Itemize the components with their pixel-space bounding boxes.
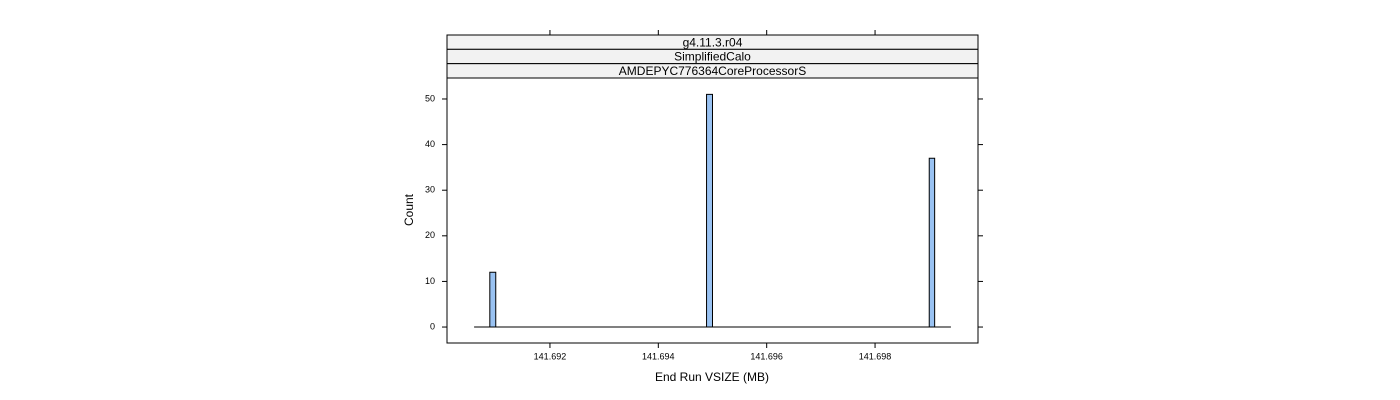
y-tick-label: 0 [430,321,435,331]
strip-label: AMDEPYC776364CoreProcessorS [619,64,806,78]
strip [446,63,979,79]
x-tick-label: 141.694 [642,351,675,361]
bar [706,93,713,328]
x-tick-label: 141.698 [859,351,892,361]
bar [928,157,936,328]
x-tick-label: 141.692 [534,351,567,361]
y-tick-label: 10 [425,276,435,286]
y-tick-label: 50 [425,93,435,103]
x-tick-label: 141.696 [750,351,783,361]
x-axis-label: End Run VSIZE (MB) [655,370,769,384]
y-tick-label: 20 [425,230,435,240]
strip-label: SimplifiedCalo [674,50,751,64]
bar [489,271,497,328]
y-tick-label: 30 [425,185,435,195]
y-axis-label: Count [402,193,416,226]
strip-label: g4.11.3.r04 [683,35,743,49]
y-tick-label: 40 [425,139,435,149]
